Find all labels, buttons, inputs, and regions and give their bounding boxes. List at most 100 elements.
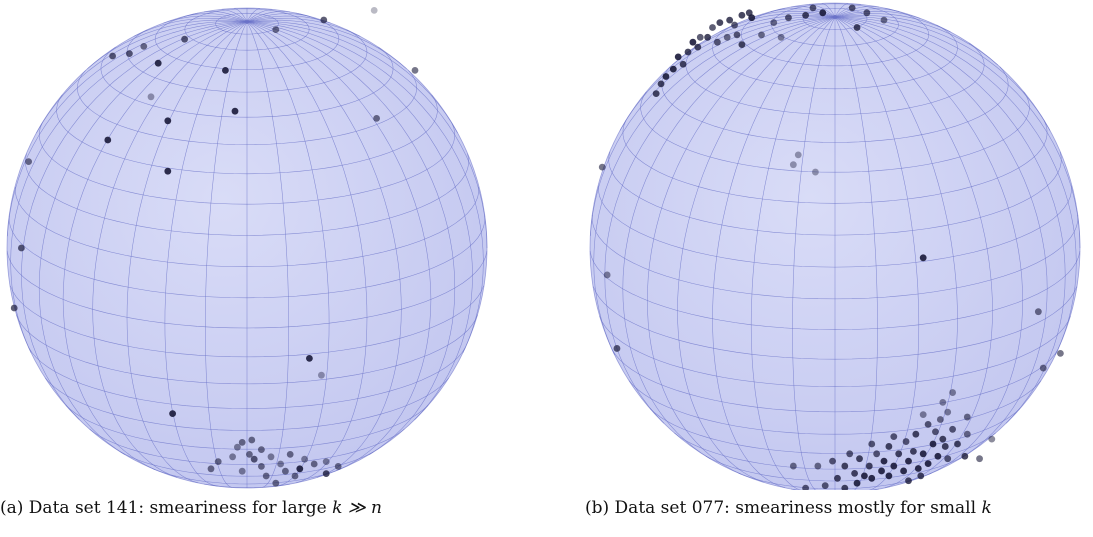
data-point — [234, 443, 241, 451]
data-point — [934, 452, 942, 460]
data-point — [878, 467, 885, 475]
data-point — [949, 389, 956, 396]
data-point — [164, 167, 172, 175]
data-point — [248, 436, 256, 444]
data-point — [963, 413, 971, 421]
data-point — [334, 463, 342, 470]
data-point — [181, 35, 189, 43]
data-point — [809, 4, 817, 12]
data-point — [873, 450, 881, 458]
data-point — [853, 24, 861, 31]
data-point — [905, 477, 912, 485]
data-point — [613, 345, 621, 352]
data-point — [411, 67, 419, 74]
data-point — [10, 304, 18, 312]
caption-a: (a) Data set 141: smeariness for large k… — [0, 498, 382, 518]
data-point — [939, 398, 947, 406]
data-point — [865, 462, 873, 470]
data-point — [231, 107, 239, 115]
data-point — [770, 19, 778, 26]
data-point — [125, 50, 133, 57]
data-point — [322, 470, 330, 477]
data-point — [885, 443, 893, 450]
data-point — [25, 158, 32, 166]
data-point — [652, 90, 660, 98]
data-point — [890, 462, 898, 470]
data-point — [814, 462, 822, 470]
data-point — [919, 411, 927, 418]
data-point — [147, 93, 155, 101]
data-point — [716, 19, 724, 26]
data-point — [684, 48, 692, 56]
data-point — [246, 451, 253, 458]
data-point — [603, 271, 611, 279]
data-point — [851, 470, 858, 477]
data-point — [207, 465, 215, 473]
north-pole-mark — [832, 14, 838, 20]
data-point — [819, 9, 827, 17]
data-point — [863, 9, 871, 17]
data-point — [841, 462, 849, 470]
data-point — [238, 467, 246, 475]
data-point — [272, 26, 280, 33]
data-point — [941, 443, 949, 450]
data-point — [821, 482, 829, 490]
sphere-grid — [589, 3, 1081, 490]
data-point — [310, 460, 318, 468]
data-point — [961, 452, 969, 460]
data-point — [963, 430, 971, 438]
data-point — [929, 440, 937, 448]
data-point — [919, 254, 927, 262]
data-point — [154, 59, 162, 67]
data-point — [262, 472, 270, 480]
caption-b: (b) Data set 077: smeariness mostly for … — [585, 498, 992, 518]
data-point — [320, 16, 328, 24]
data-point — [932, 428, 939, 436]
data-point — [238, 439, 246, 446]
data-point — [694, 43, 702, 51]
data-point — [919, 450, 927, 458]
data-point — [785, 14, 792, 22]
data-point — [733, 31, 741, 39]
data-point — [834, 474, 841, 482]
data-point — [890, 433, 898, 441]
sphere-plot-b — [589, 2, 1081, 490]
data-point — [267, 453, 275, 461]
data-point — [924, 460, 932, 467]
data-point — [669, 65, 677, 73]
data-point — [282, 467, 289, 475]
data-point — [704, 33, 711, 41]
data-point — [856, 455, 863, 463]
data-point — [777, 33, 785, 41]
caption-a-text: (a) Data set 141: smeariness for large — [0, 498, 327, 518]
data-point — [286, 451, 294, 458]
data-point — [939, 435, 947, 443]
caption-b-math: k — [981, 498, 992, 518]
data-point — [714, 38, 721, 46]
data-point — [944, 455, 952, 463]
data-point — [914, 465, 922, 472]
data-point — [258, 463, 265, 470]
north-pole-mark — [244, 19, 250, 24]
data-point — [812, 168, 819, 176]
data-point — [250, 455, 258, 463]
data-point — [868, 474, 876, 482]
data-point — [912, 430, 920, 438]
data-point — [214, 458, 222, 465]
data-point — [169, 410, 177, 417]
data-point — [802, 11, 809, 19]
sphere-grid — [6, 8, 488, 488]
data-point — [1034, 308, 1042, 316]
sphere-plot-a — [6, 6, 488, 489]
data-point — [880, 457, 888, 465]
data-point — [988, 435, 996, 443]
data-point — [222, 67, 229, 74]
data-point — [1057, 349, 1064, 357]
data-point — [272, 479, 280, 487]
data-point — [726, 16, 734, 24]
data-point — [140, 43, 148, 50]
caption-a-math: k ≫ n — [332, 498, 382, 518]
data-point — [910, 447, 917, 455]
data-point — [924, 421, 932, 428]
data-point — [731, 21, 738, 29]
